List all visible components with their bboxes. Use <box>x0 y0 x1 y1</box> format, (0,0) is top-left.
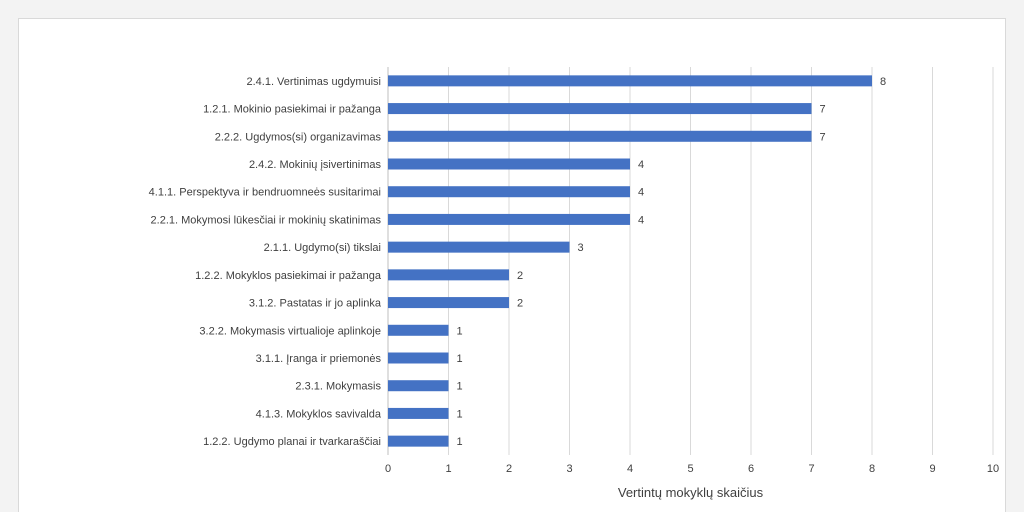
bar <box>388 269 509 281</box>
bar <box>388 324 449 336</box>
x-tick-label: 4 <box>627 463 633 475</box>
category-label: 4.1.3. Mokyklos savivalda <box>256 408 382 420</box>
bar <box>388 213 630 225</box>
bar <box>388 435 449 447</box>
bar <box>388 352 449 364</box>
value-label: 1 <box>457 325 463 337</box>
bar <box>388 158 630 170</box>
value-label: 2 <box>517 298 523 310</box>
value-labels: 8 7 7 4 4 4 3 2 2 1 1 1 1 1 <box>457 76 887 448</box>
category-label: 1.2.1. Mokinio pasiekimai ir pažanga <box>203 104 382 116</box>
category-label: 2.2.2. Ugdymos(si) organizavimas <box>215 131 382 143</box>
x-tick-label: 1 <box>445 463 451 475</box>
x-tick-label: 10 <box>987 463 999 475</box>
category-label: 1.2.2. Ugdymo planai ir tvarkaraščiai <box>203 436 381 448</box>
x-tick-label: 9 <box>929 463 935 475</box>
category-label: 2.1.1. Ugdymo(si) tikslai <box>264 242 381 254</box>
value-label: 4 <box>638 159 644 171</box>
category-label: 2.4.1. Vertinimas ugdymuisi <box>246 76 381 88</box>
x-tick-label: 7 <box>808 463 814 475</box>
bar <box>388 407 449 419</box>
value-label: 1 <box>457 353 463 365</box>
x-axis-title: Vertintų mokyklų skaičius <box>618 485 764 500</box>
x-tick-label: 3 <box>566 463 572 475</box>
value-label: 7 <box>820 104 826 116</box>
category-label: 3.2.2. Mokymasis virtualioje aplinkoje <box>199 325 381 337</box>
x-tick-label: 5 <box>687 463 693 475</box>
bar <box>388 130 812 142</box>
value-label: 7 <box>820 131 826 143</box>
gridlines <box>387 67 994 455</box>
category-label: 2.2.1. Mokymosi lūkesčiai ir mokinių ska… <box>151 214 382 226</box>
category-labels: 2.4.1. Vertinimas ugdymuisi 1.2.1. Mokini… <box>149 76 382 448</box>
x-tick-label: 8 <box>869 463 875 475</box>
category-label: 2.3.1. Mokymasis <box>295 381 381 393</box>
bar <box>388 241 570 253</box>
category-label: 3.1.1. Įranga ir priemonės <box>256 353 382 365</box>
value-label: 1 <box>457 381 463 393</box>
bar <box>388 380 449 392</box>
x-tick-label: 0 <box>385 463 391 475</box>
category-label: 2.4.2. Mokinių įsivertinimas <box>249 159 382 171</box>
value-label: 4 <box>638 214 644 226</box>
value-label: 2 <box>517 270 523 282</box>
category-label: 4.1.1. Perspektyva ir bendruomneės susit… <box>149 187 381 199</box>
category-label: 3.1.2. Pastatas ir jo aplinka <box>249 298 382 310</box>
category-label: 1.2.2. Mokyklos pasiekimai ir pažanga <box>195 270 382 282</box>
value-label: 1 <box>457 408 463 420</box>
x-tick-label: 2 <box>506 463 512 475</box>
x-tick-label: 6 <box>748 463 754 475</box>
bar <box>388 186 630 198</box>
chart-frame <box>18 18 1006 512</box>
bar <box>388 297 509 309</box>
value-label: 4 <box>638 187 644 199</box>
x-tick-labels: 0 1 2 3 4 5 6 7 8 9 10 <box>385 463 999 475</box>
bars <box>388 75 872 447</box>
value-label: 3 <box>578 242 584 254</box>
value-label: 8 <box>880 76 886 88</box>
bar <box>388 103 812 115</box>
bar <box>388 75 872 87</box>
value-label: 1 <box>457 436 463 448</box>
